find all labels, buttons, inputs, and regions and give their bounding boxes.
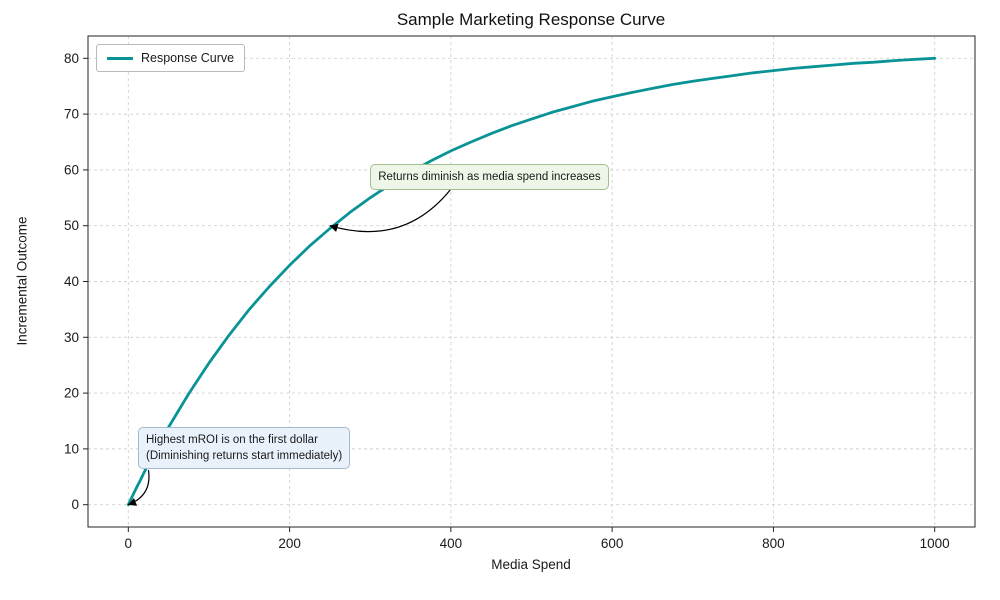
x-tick-label: 200 — [278, 536, 301, 551]
x-tick-label: 1000 — [920, 536, 950, 551]
x-tick-label: 400 — [440, 536, 463, 551]
y-tick-label: 0 — [71, 497, 79, 512]
annotation-text-line: Highest mROI is on the first dollar — [145, 433, 318, 446]
x-tick-label: 800 — [762, 536, 785, 551]
x-tick-label: 0 — [125, 536, 133, 551]
response-curve — [126, 56, 937, 507]
annotation-text-line: (Diminishing returns start immediately) — [145, 449, 343, 462]
annotation-text-line: Returns diminish as media spend increase… — [378, 171, 601, 184]
y-tick-label: 30 — [64, 330, 79, 345]
y-tick-label: 60 — [64, 162, 79, 177]
chart-title: Sample Marketing Response Curve — [396, 10, 666, 29]
y-tick-label: 10 — [64, 441, 79, 456]
y-axis-label: Incremental Outcome — [14, 216, 30, 346]
annotation-highest-mroi: Highest mROI is on the first dollar (Dim… — [137, 426, 351, 469]
y-tick-label: 50 — [64, 218, 79, 233]
legend-line-swatch — [107, 56, 133, 60]
legend-label: Response Curve — [141, 51, 235, 65]
annotation-arrow — [329, 183, 456, 233]
x-tick-label: 600 — [601, 536, 624, 551]
annotation-arrow — [127, 470, 150, 506]
y-tick-label: 20 — [64, 386, 79, 401]
legend: Response Curve — [96, 44, 246, 72]
y-tick-label: 80 — [64, 51, 79, 66]
annotation-diminishing-returns: Returns diminish as media spend increase… — [370, 164, 609, 191]
y-tick-label: 70 — [64, 107, 79, 122]
y-tick-label: 40 — [64, 274, 79, 289]
x-axis-label: Media Spend — [491, 557, 571, 572]
